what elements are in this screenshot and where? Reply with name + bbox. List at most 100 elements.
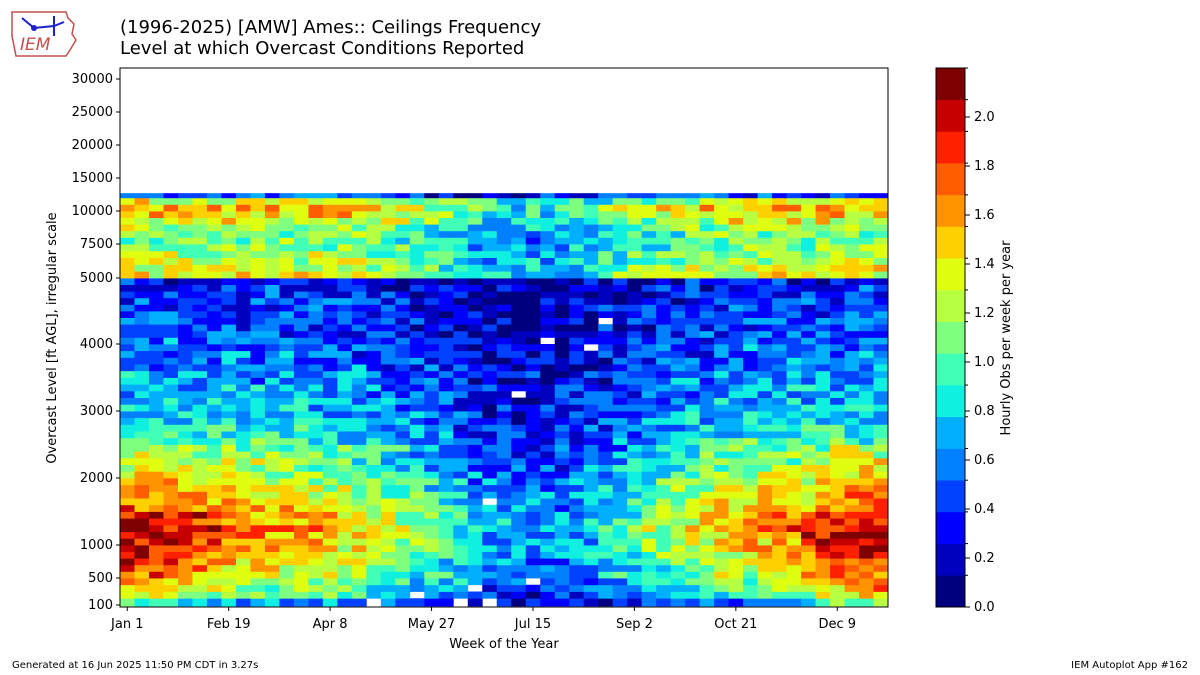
heatmap-cell (192, 364, 208, 372)
heatmap-cell (453, 217, 469, 225)
heatmap-cell (221, 478, 237, 486)
heatmap-cell (264, 545, 280, 552)
heatmap-cell (395, 384, 411, 392)
heatmap-cell (351, 390, 367, 398)
heatmap-cell (206, 411, 222, 419)
heatmap-cell (554, 297, 570, 305)
heatmap-cell (409, 250, 425, 258)
heatmap-cell (337, 304, 353, 312)
heatmap-cell (844, 457, 860, 465)
heatmap-cell (511, 524, 527, 532)
heatmap-cell (583, 545, 599, 552)
heatmap-cell (786, 311, 802, 318)
heatmap-cell (728, 591, 744, 599)
heatmap-cell (873, 297, 889, 305)
heatmap-cell (743, 538, 758, 546)
heatmap-cell (670, 370, 686, 378)
heatmap-cell (511, 571, 527, 579)
heatmap-cell (120, 304, 135, 312)
heatmap-cell (641, 230, 657, 238)
heatmap-cell (844, 344, 860, 352)
heatmap-cell (351, 558, 367, 566)
heatmap-cell (873, 204, 889, 212)
heatmap-cell (221, 484, 237, 492)
heatmap-cell (873, 364, 889, 372)
heatmap-cell (134, 538, 150, 546)
heatmap-cell (308, 591, 324, 599)
heatmap-cell (656, 224, 672, 232)
heatmap-cell (844, 271, 860, 279)
heatmap-cell (395, 350, 411, 358)
heatmap-cell (366, 457, 382, 465)
heatmap-cell (685, 484, 701, 492)
heatmap-cell (279, 377, 295, 385)
heatmap-cell (337, 524, 353, 532)
colorbar-tick-label: 1.2 (974, 306, 995, 321)
heatmap-cell (598, 498, 614, 506)
heatmap-cell (554, 491, 570, 499)
heatmap-cell (540, 591, 556, 599)
heatmap-cell (453, 511, 469, 519)
heatmap-cell (598, 224, 614, 232)
heatmap-cell (409, 457, 425, 465)
heatmap-cell (424, 377, 440, 385)
heatmap-cell (583, 364, 599, 372)
heatmap-cell (308, 297, 324, 305)
heatmap-cell (786, 437, 802, 445)
heatmap-cell (293, 197, 309, 205)
heatmap-cell (380, 404, 396, 412)
heatmap-cell (409, 264, 425, 272)
heatmap-cell (120, 284, 135, 292)
heatmap-cell (699, 284, 715, 292)
heatmap-cell (337, 337, 353, 345)
heatmap-cell (192, 211, 208, 218)
heatmap-cell (308, 364, 324, 372)
heatmap-cell (569, 271, 585, 279)
heatmap-cell (830, 377, 845, 385)
heatmap-cell (801, 538, 816, 546)
heatmap-cell (612, 350, 628, 358)
heatmap-cell (612, 444, 628, 452)
heatmap-cell (221, 230, 237, 238)
heatmap-cell (293, 524, 309, 532)
heatmap-cell (395, 538, 411, 546)
heatmap-cell (351, 471, 367, 479)
heatmap-cell (699, 404, 715, 412)
heatmap-cell (670, 230, 686, 238)
heatmap-cell (467, 257, 483, 265)
heatmap-cell (148, 444, 164, 452)
heatmap-cell (177, 551, 193, 559)
heatmap-cell (264, 364, 280, 372)
heatmap-cell (569, 484, 585, 492)
heatmap-cell (772, 350, 787, 358)
heatmap-cell (844, 524, 860, 532)
heatmap-cell (757, 237, 773, 245)
heatmap-cell (206, 545, 222, 552)
heatmap-cell (235, 297, 251, 305)
heatmap-cell (612, 278, 628, 285)
heatmap-cell (467, 417, 483, 425)
heatmap-cell (873, 578, 889, 586)
heatmap-cell (453, 324, 469, 332)
heatmap-cell (511, 304, 527, 312)
heatmap-cell (366, 390, 382, 398)
heatmap-cell (641, 377, 657, 385)
heatmap-cell (844, 384, 860, 392)
heatmap-cell (424, 330, 440, 338)
heatmap-cell (583, 524, 599, 532)
heatmap-cell (714, 417, 729, 425)
heatmap-cell (801, 278, 816, 285)
heatmap-cell (206, 484, 222, 492)
heatmap-cell (279, 417, 295, 425)
heatmap-cell (279, 478, 295, 486)
heatmap-cell (540, 291, 556, 299)
heatmap-cell (293, 257, 309, 265)
heatmap-cell (496, 350, 512, 358)
heatmap-cell (772, 424, 787, 432)
heatmap-cell (801, 304, 816, 312)
heatmap-cell (120, 478, 135, 486)
heatmap-cell (322, 364, 338, 372)
heatmap-cell (148, 451, 164, 459)
heatmap-cell (830, 390, 845, 398)
heatmap-cell (482, 464, 498, 472)
